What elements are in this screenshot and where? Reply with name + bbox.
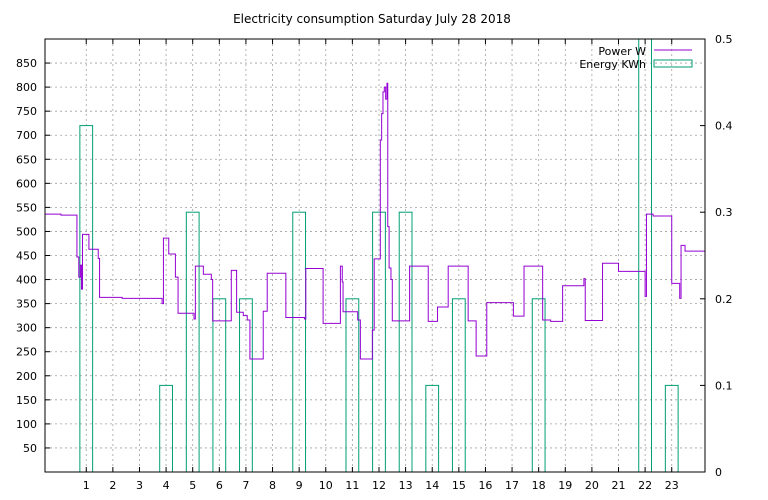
- grid-layer: [45, 39, 705, 472]
- x-tick-label: 14: [425, 479, 439, 492]
- x-tick-label: 3: [136, 479, 143, 492]
- y-left-tick-label: 700: [16, 129, 37, 142]
- y-left-tick-label: 50: [23, 442, 37, 455]
- x-tick-label: 2: [109, 479, 116, 492]
- x-tick-label: 18: [532, 479, 546, 492]
- y-left-tick-label: 750: [16, 105, 37, 118]
- y-left-tick-label: 450: [16, 250, 37, 263]
- y-left-tick-label: 250: [16, 346, 37, 359]
- legend-label-power: Power W: [598, 45, 646, 58]
- x-tick-label: 13: [399, 479, 413, 492]
- x-tick-label: 17: [505, 479, 519, 492]
- energy-bar: [292, 211, 307, 473]
- y-left-tick-label: 150: [16, 394, 37, 407]
- y-left-tick-label: 300: [16, 322, 37, 335]
- energy-bar: [398, 211, 413, 473]
- x-tick-label: 16: [478, 479, 492, 492]
- legend: Power W Energy KWh: [579, 45, 693, 71]
- x-tick-label: 19: [558, 479, 572, 492]
- power-series: [45, 82, 705, 360]
- x-tick-label: 22: [638, 479, 652, 492]
- y-left-tick-label: 850: [16, 57, 37, 70]
- power-line: [45, 82, 705, 360]
- x-tick-label: 8: [269, 479, 276, 492]
- x-tick-label: 15: [452, 479, 466, 492]
- chart-title: Electricity consumption Saturday July 28…: [233, 12, 511, 26]
- x-tick-label: 7: [242, 479, 249, 492]
- y-left-tick-label: 350: [16, 298, 37, 311]
- x-tick-label: 12: [372, 479, 386, 492]
- x-tick-label: 23: [665, 479, 679, 492]
- y-right-tick-label: 0: [715, 466, 722, 479]
- y-left-tick-label: 200: [16, 370, 37, 383]
- x-tick-label: 11: [345, 479, 359, 492]
- x-tick-label: 10: [319, 479, 333, 492]
- x-tick-label: 21: [612, 479, 626, 492]
- y-left-tick-label: 600: [16, 177, 37, 190]
- y-right-tick-label: 0.2: [715, 293, 733, 306]
- x-tick-label: 9: [296, 479, 303, 492]
- x-tick-label: 1: [83, 479, 90, 492]
- legend-label-energy: Energy KWh: [579, 58, 646, 71]
- y-right-tick-label: 0.5: [715, 33, 733, 46]
- axis-layer: 1 2 3 4 5 6 7 8 9 10 11 12 13 14 15 16 17 18 19 20 21 22 23501…: [16, 33, 733, 492]
- y-left-tick-label: 500: [16, 225, 37, 238]
- y-left-tick-label: 100: [16, 418, 37, 431]
- energy-bar: [372, 211, 386, 473]
- legend-swatch-energy: [653, 59, 693, 68]
- y-left-tick-label: 550: [16, 201, 37, 214]
- x-tick-label: 6: [216, 479, 223, 492]
- y-right-tick-label: 0.3: [715, 206, 733, 219]
- x-tick-label: 4: [163, 479, 170, 492]
- energy-bar: [185, 211, 200, 473]
- y-right-tick-label: 0.4: [715, 120, 733, 133]
- x-tick-label: 5: [189, 479, 196, 492]
- y-left-tick-label: 800: [16, 81, 37, 94]
- x-tick-label: 20: [585, 479, 599, 492]
- y-left-tick-label: 400: [16, 274, 37, 287]
- y-left-tick-label: 650: [16, 153, 37, 166]
- y-right-tick-label: 0.1: [715, 379, 733, 392]
